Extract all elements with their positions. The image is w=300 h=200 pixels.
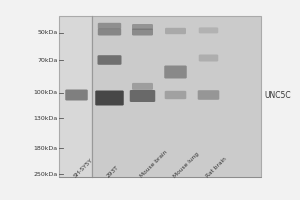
FancyBboxPatch shape [164,65,187,78]
Text: 180kDa: 180kDa [34,146,58,150]
FancyBboxPatch shape [198,90,219,100]
Text: Rat brain: Rat brain [205,157,227,179]
Text: 50kDa: 50kDa [38,30,58,36]
FancyBboxPatch shape [199,54,218,62]
FancyBboxPatch shape [132,83,153,90]
FancyBboxPatch shape [98,55,122,65]
FancyBboxPatch shape [130,90,155,102]
FancyBboxPatch shape [199,27,218,33]
Bar [58,16,92,177]
FancyBboxPatch shape [65,89,88,100]
FancyBboxPatch shape [98,23,121,29]
Text: 130kDa: 130kDa [33,116,58,120]
FancyBboxPatch shape [165,91,186,99]
Text: 100kDa: 100kDa [34,90,58,96]
FancyBboxPatch shape [165,28,186,34]
Text: Mouse lung: Mouse lung [172,151,200,179]
Text: 250kDa: 250kDa [33,171,58,176]
FancyBboxPatch shape [95,90,124,106]
FancyBboxPatch shape [132,28,153,36]
Text: 70kDa: 70kDa [37,58,58,62]
Text: SH-SY5Y: SH-SY5Y [73,158,94,179]
Text: UNC5C: UNC5C [264,90,291,99]
Text: Mouse brain: Mouse brain [139,150,168,179]
Text: 293T: 293T [106,165,120,179]
FancyBboxPatch shape [98,28,121,36]
FancyBboxPatch shape [132,24,153,30]
Bar [92,16,261,177]
